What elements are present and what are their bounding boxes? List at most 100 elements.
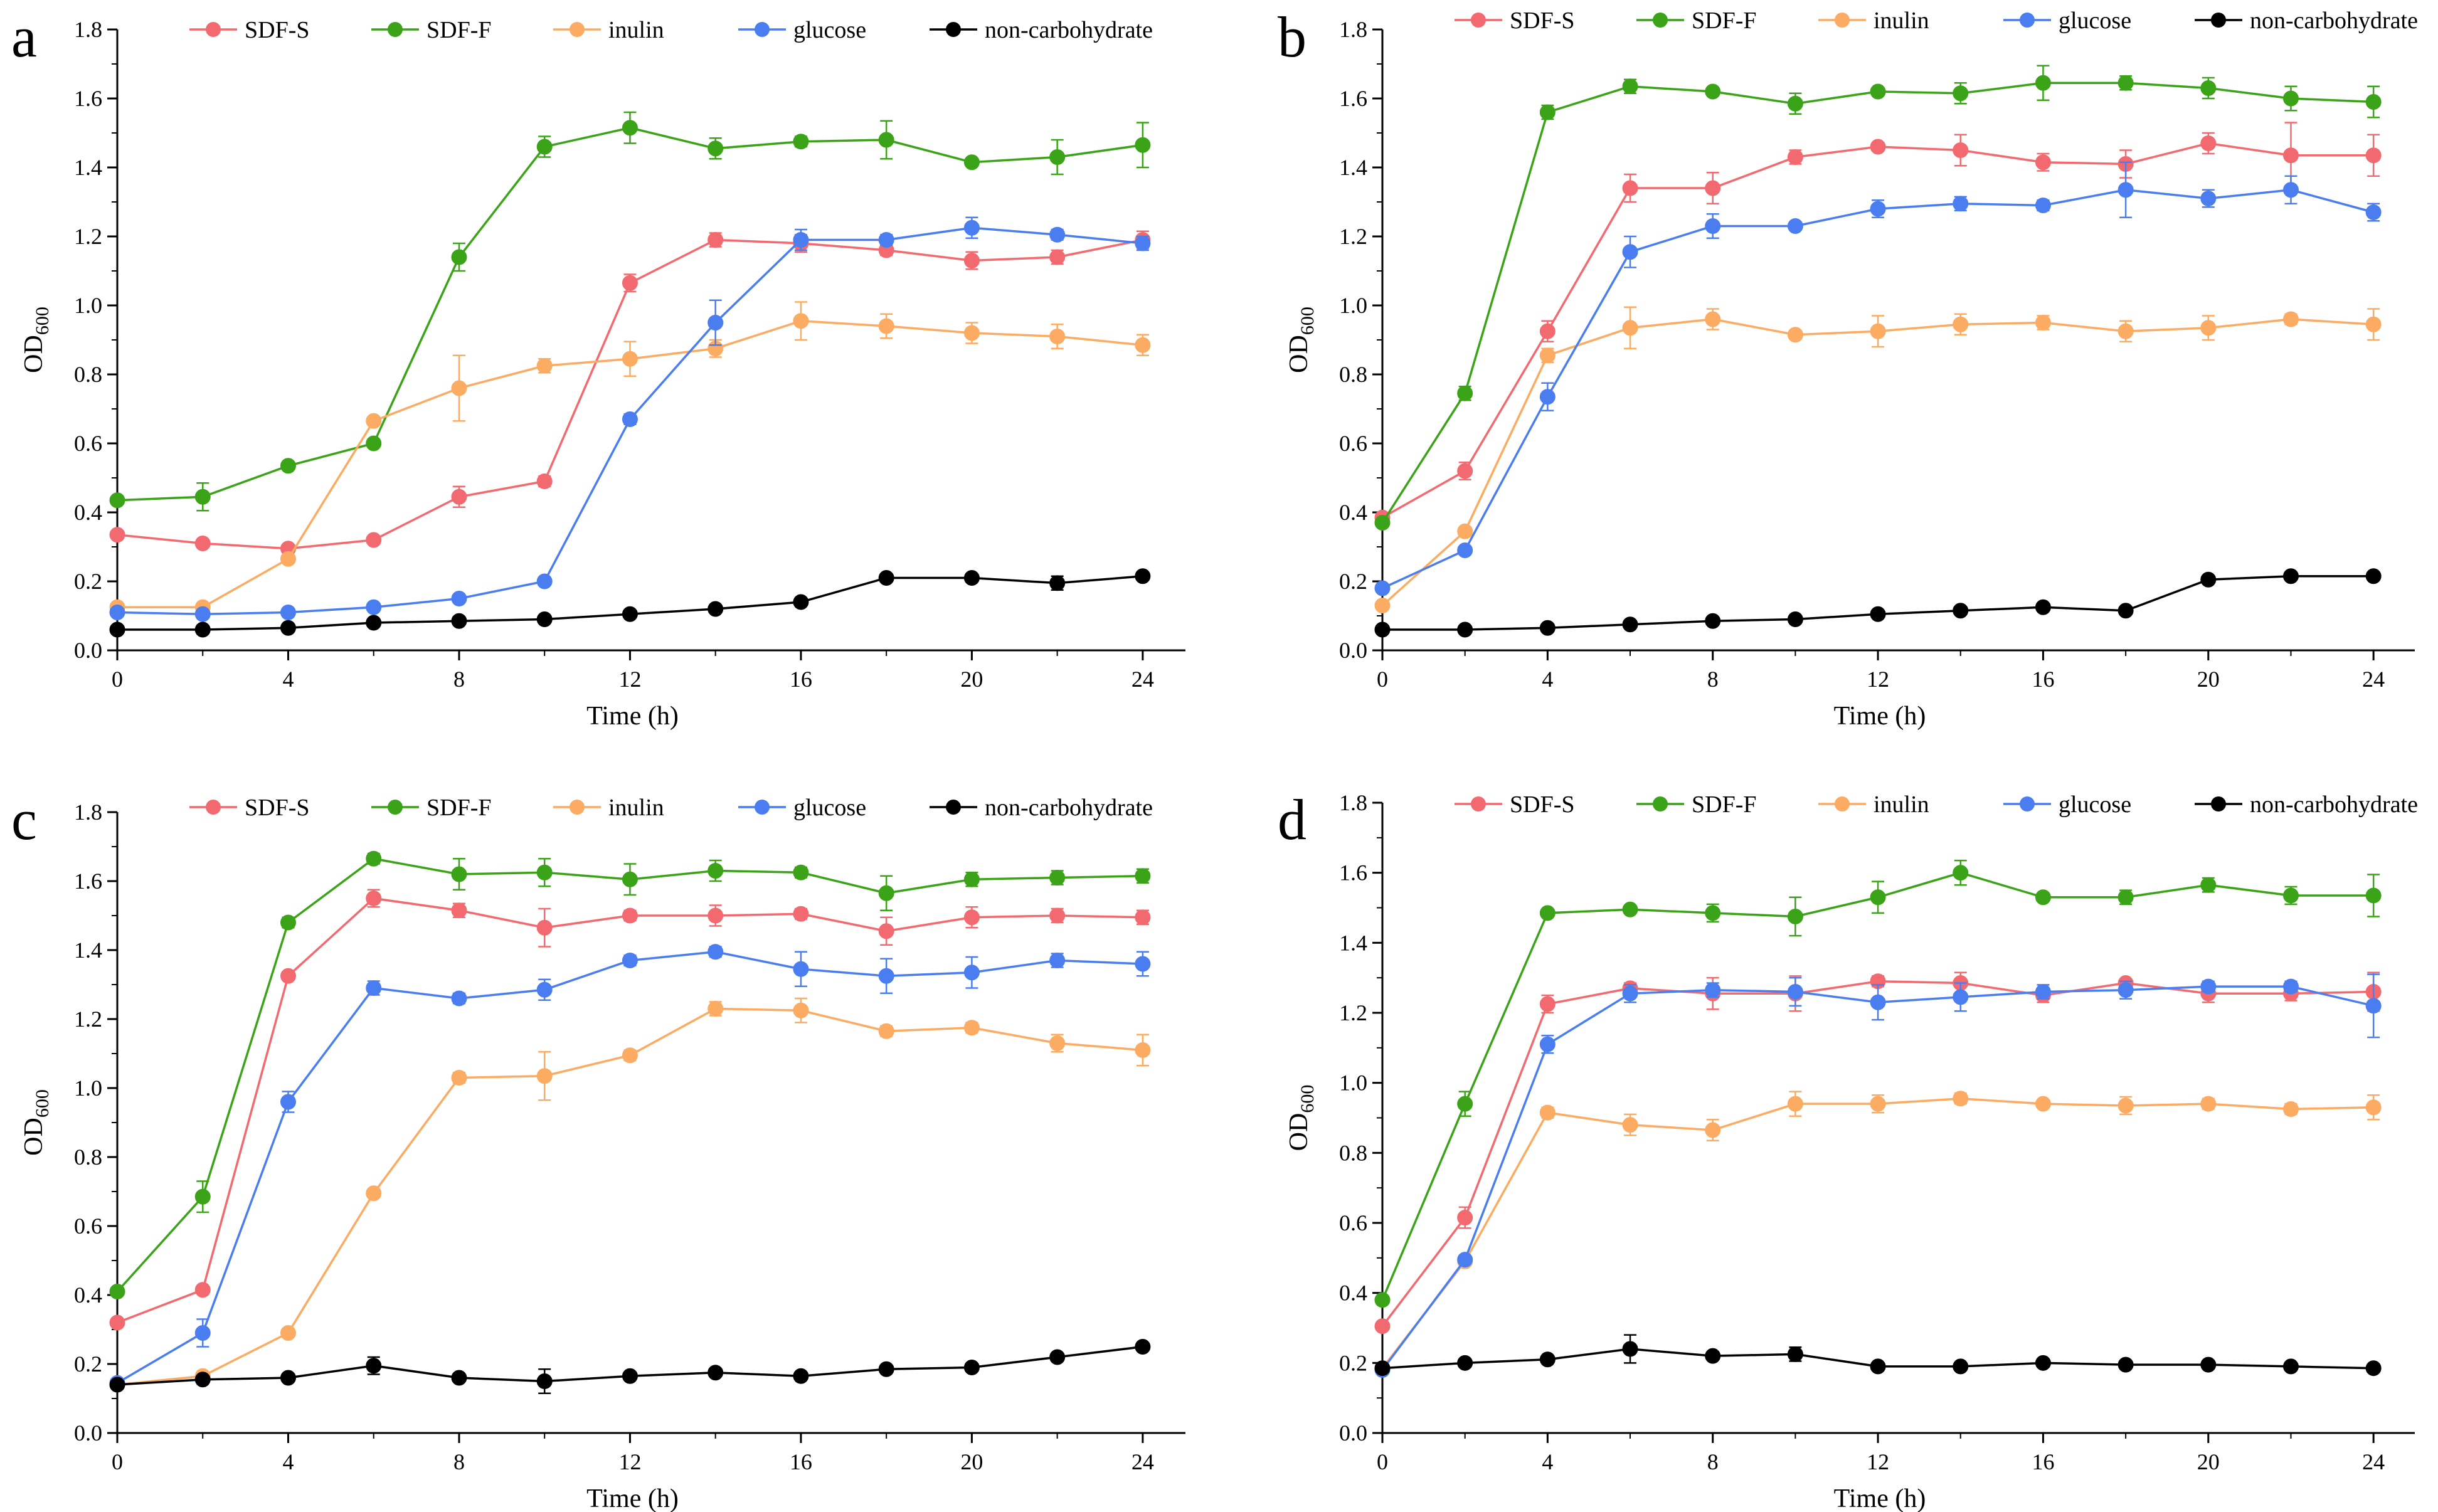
data-point [622, 606, 638, 622]
data-point [536, 919, 553, 936]
y-tick-label: 0.4 [74, 1282, 102, 1308]
data-point [1870, 139, 1886, 155]
y-tick-label: 0.2 [74, 569, 102, 594]
data-point [963, 1020, 980, 1036]
legend-swatch-marker [206, 22, 221, 37]
legend-item-sdf-f: SDF-F [371, 795, 492, 821]
data-point [2282, 90, 2299, 107]
data-point [1539, 1351, 1556, 1368]
data-point [536, 1373, 553, 1389]
data-point [536, 473, 553, 489]
series-inulin [109, 997, 1151, 1393]
y-tick-label: 0.6 [1339, 1210, 1367, 1235]
data-point [1870, 1358, 1886, 1375]
data-point [1457, 385, 1473, 401]
data-point [2117, 323, 2134, 339]
data-point [1870, 994, 1886, 1010]
data-point [2365, 887, 2382, 904]
data-point [280, 1325, 296, 1341]
legend-swatch-marker [1471, 796, 1486, 812]
data-point [2117, 889, 2134, 906]
data-point [963, 909, 980, 926]
data-point [1135, 956, 1151, 972]
y-tick-label: 1.4 [1339, 155, 1367, 180]
data-point [366, 532, 382, 548]
data-point [109, 527, 125, 543]
legend-item-sdf-s: SDF-S [1455, 791, 1575, 818]
x-tick-label: 12 [618, 1449, 641, 1474]
data-point [1539, 104, 1556, 120]
data-point [1049, 953, 1066, 968]
x-axis-label: Time (h) [586, 1484, 679, 1512]
data-point [2035, 154, 2051, 171]
data-point [2117, 1097, 2134, 1114]
legend-item-inulin: inulin [1818, 8, 1929, 34]
x-tick-label: 0 [1377, 1449, 1388, 1474]
data-point [1870, 201, 1886, 217]
data-point [1135, 568, 1151, 584]
legend-label: glucose [2059, 8, 2131, 34]
data-point [109, 1377, 125, 1393]
panel-letter: a [11, 5, 37, 69]
legend-label: non-carbohydrate [2250, 8, 2418, 34]
data-point [878, 1023, 894, 1039]
data-point [622, 1047, 638, 1064]
data-point [194, 489, 211, 505]
data-point [708, 601, 724, 617]
legend-item-sdf-s: SDF-S [189, 795, 310, 821]
data-point [1870, 323, 1886, 339]
legend-label: inulin [608, 795, 664, 821]
y-tick-label: 1.4 [1339, 930, 1367, 955]
data-point [2200, 571, 2217, 588]
data-point [878, 968, 894, 984]
data-point [366, 413, 382, 429]
y-tick-label: 1.2 [74, 224, 102, 249]
legend-swatch-marker [570, 22, 585, 37]
data-point [536, 1068, 553, 1084]
data-point [708, 1001, 724, 1017]
y-tick-label: 1.2 [1339, 224, 1367, 249]
series-glucose [109, 944, 1151, 1391]
data-point [2365, 316, 2382, 332]
data-point [2365, 568, 2382, 584]
y-tick-label: 0.6 [74, 431, 102, 456]
data-point [366, 435, 382, 452]
series-sdf-s [109, 889, 1151, 1331]
data-point [2200, 1356, 2217, 1373]
data-point [1622, 1117, 1638, 1133]
data-point [1870, 606, 1886, 622]
legend-item-sdf-f: SDF-F [1636, 8, 1757, 34]
data-point [1705, 905, 1721, 921]
series-glucose [1374, 973, 2382, 1378]
legend-swatch-marker [2211, 13, 2226, 28]
data-point [536, 357, 553, 374]
data-point [1787, 1346, 1803, 1362]
data-point [451, 489, 467, 505]
y-tick-label: 0.2 [74, 1351, 102, 1377]
y-tick-label: 0.8 [1339, 362, 1367, 387]
data-point [2117, 603, 2134, 619]
data-point [2282, 568, 2299, 584]
data-point [622, 275, 638, 291]
legend: SDF-S SDF-F inulin glucose non-carbohydrate [189, 795, 1153, 821]
data-point [2035, 1355, 2051, 1371]
data-point [1705, 83, 1721, 100]
y-tick-label: 1.6 [74, 86, 102, 111]
data-point [536, 981, 553, 998]
data-point [536, 139, 553, 155]
x-tick-label: 0 [112, 1449, 123, 1474]
y-tick-label: 0.4 [74, 500, 102, 525]
data-point [2200, 135, 2217, 151]
data-point [451, 613, 467, 629]
x-tick-label: 8 [1707, 667, 1719, 692]
data-point [536, 611, 553, 627]
data-point [1787, 908, 1803, 924]
y-tick-label: 0.4 [1339, 1281, 1367, 1306]
legend-swatch-marker [388, 22, 403, 37]
y-axis-label: OD600 [19, 1089, 53, 1156]
data-point [1705, 311, 1721, 327]
data-point [1539, 905, 1556, 921]
data-point [2035, 889, 2051, 906]
data-point [708, 232, 724, 248]
